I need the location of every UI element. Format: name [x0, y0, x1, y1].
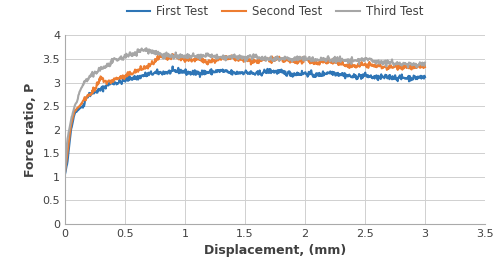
First Test [176, 68, 182, 72]
Y-axis label: Force ratio, P: Force ratio, P [24, 82, 37, 177]
Third Test [62, 171, 68, 174]
Second Test [62, 171, 68, 174]
X-axis label: Displacement, (mm): Displacement, (mm) [204, 244, 346, 257]
Second Test [150, 62, 156, 66]
First Test [342, 75, 348, 78]
Line: First Test: First Test [65, 67, 425, 174]
Third Test [176, 54, 182, 57]
First Test [164, 70, 170, 74]
Second Test [422, 65, 428, 69]
Third Test [299, 57, 305, 60]
Second Test [342, 65, 348, 68]
Second Test [164, 57, 170, 60]
First Test [62, 173, 68, 176]
Third Test [387, 63, 393, 66]
Line: Second Test: Second Test [65, 54, 425, 172]
First Test [170, 65, 175, 68]
Second Test [170, 52, 175, 56]
First Test [422, 76, 428, 79]
Third Test [164, 54, 170, 57]
Third Test [144, 46, 150, 50]
First Test [150, 73, 156, 76]
Second Test [299, 62, 305, 65]
Legend: First Test, Second Test, Third Test: First Test, Second Test, Third Test [122, 0, 428, 22]
Third Test [150, 50, 156, 53]
Second Test [176, 56, 182, 60]
First Test [299, 69, 305, 72]
Third Test [422, 61, 428, 64]
First Test [387, 73, 393, 77]
Line: Third Test: Third Test [65, 48, 425, 173]
Second Test [387, 64, 393, 67]
Third Test [342, 60, 348, 63]
